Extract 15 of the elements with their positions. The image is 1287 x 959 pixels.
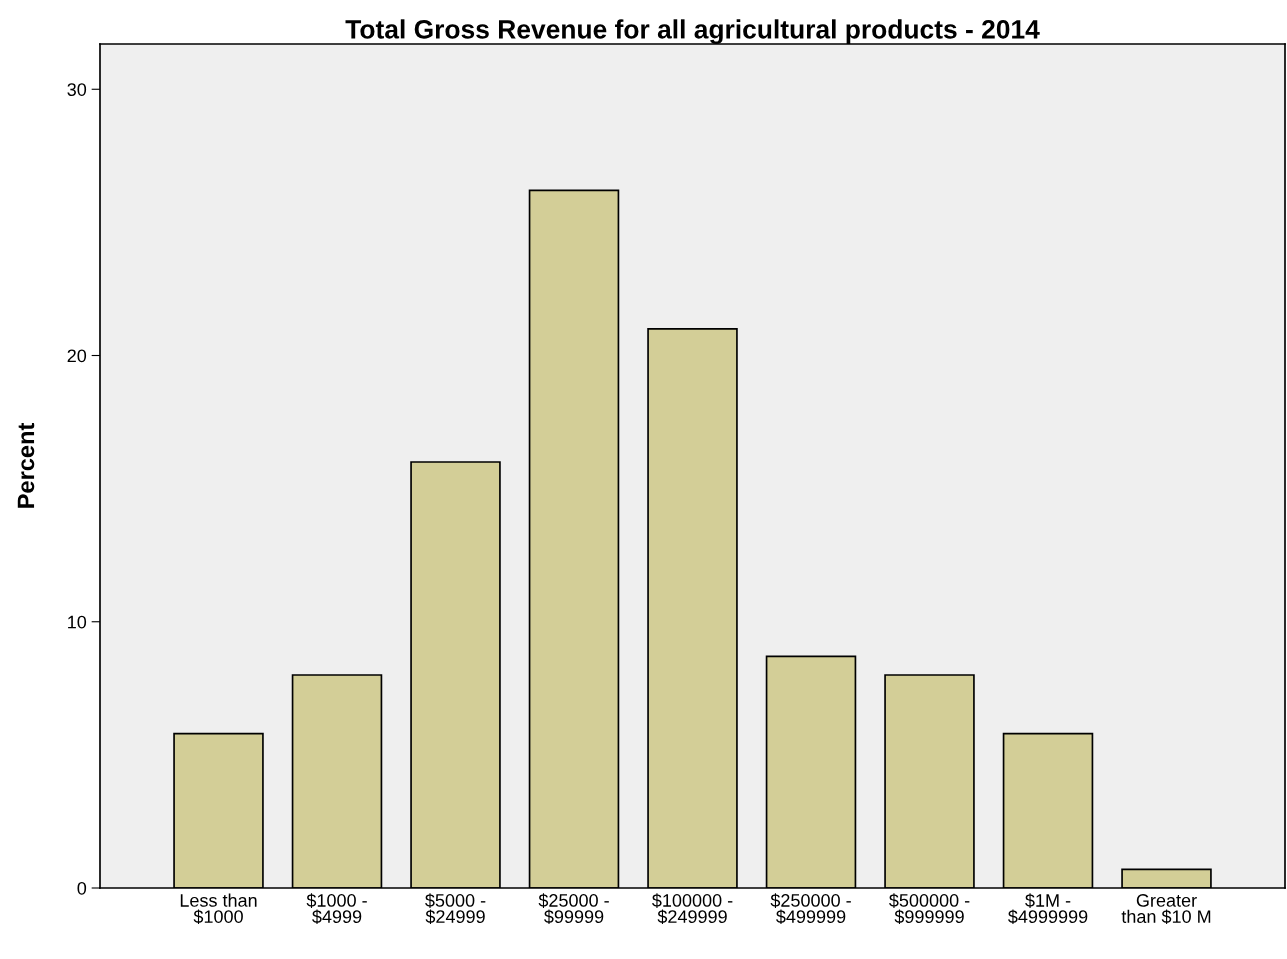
x-tick-label: $25000 - $99999 [538, 893, 609, 925]
y-tick-label: 0 [77, 881, 87, 895]
x-tick-label: $5000 - $24999 [425, 893, 486, 925]
x-tick-label: $500000 - $999999 [889, 893, 970, 925]
x-tick-label: $100000 - $249999 [652, 893, 733, 925]
y-tick-label: 20 [67, 349, 87, 363]
x-tick-label: Less than $1000 [180, 893, 257, 925]
x-tick-label: $1000 - $4999 [306, 893, 367, 925]
chart-title: Total Gross Revenue for all agricultural products - 2014 [345, 19, 1040, 44]
y-tick-label: 10 [68, 615, 87, 629]
x-tick-label: $1M - $4999999 [1008, 893, 1088, 925]
x-tick-label: Greater than $10 M [1121, 894, 1211, 925]
y-tick-label: 30 [67, 83, 87, 96]
y-axis-title: Percent [17, 422, 35, 508]
x-tick-label: $250000 - $499999 [770, 893, 851, 925]
